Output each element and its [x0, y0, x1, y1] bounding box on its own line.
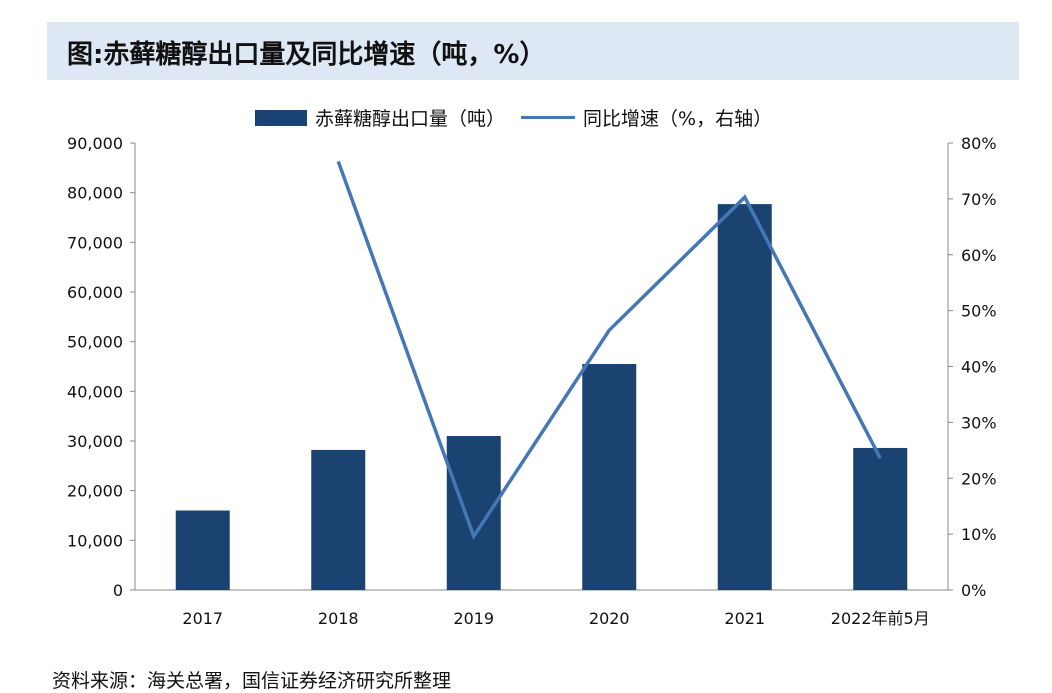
- right-tick-label: 40%: [961, 358, 997, 377]
- right-tick-label: 20%: [961, 469, 997, 488]
- bar-2017: [176, 511, 230, 590]
- x-tick-label: 2019: [453, 609, 494, 628]
- left-tick-label: 0: [113, 581, 123, 600]
- right-tick-label: 80%: [961, 134, 997, 153]
- left-tick-label: 30,000: [67, 432, 123, 451]
- right-tick-label: 0%: [961, 581, 986, 600]
- left-tick-label: 90,000: [67, 134, 123, 153]
- x-tick-label: 2017: [182, 609, 223, 628]
- right-tick-label: 10%: [961, 525, 997, 544]
- right-tick-label: 50%: [961, 302, 997, 321]
- right-tick-label: 30%: [961, 413, 997, 432]
- right-tick-label: 60%: [961, 246, 997, 265]
- bar-2018: [311, 450, 365, 590]
- left-tick-label: 70,000: [67, 233, 123, 252]
- left-tick-label: 10,000: [67, 531, 123, 550]
- bar-2021: [718, 204, 772, 590]
- left-tick-label: 20,000: [67, 482, 123, 501]
- right-tick-label: 70%: [961, 190, 997, 209]
- x-tick-label: 2022年前5月: [831, 609, 930, 628]
- left-tick-label: 40,000: [67, 382, 123, 401]
- source-note: 资料来源：海关总署，国信证券经济研究所整理: [52, 666, 451, 693]
- x-tick-label: 2018: [318, 609, 359, 628]
- bar-2019: [447, 436, 501, 590]
- bar-2020: [582, 364, 636, 590]
- left-tick-label: 50,000: [67, 333, 123, 352]
- bar-2022年前5月: [853, 448, 907, 590]
- x-tick-label: 2020: [589, 609, 630, 628]
- left-tick-label: 80,000: [67, 184, 123, 203]
- x-tick-label: 2021: [724, 609, 765, 628]
- left-tick-label: 60,000: [67, 283, 123, 302]
